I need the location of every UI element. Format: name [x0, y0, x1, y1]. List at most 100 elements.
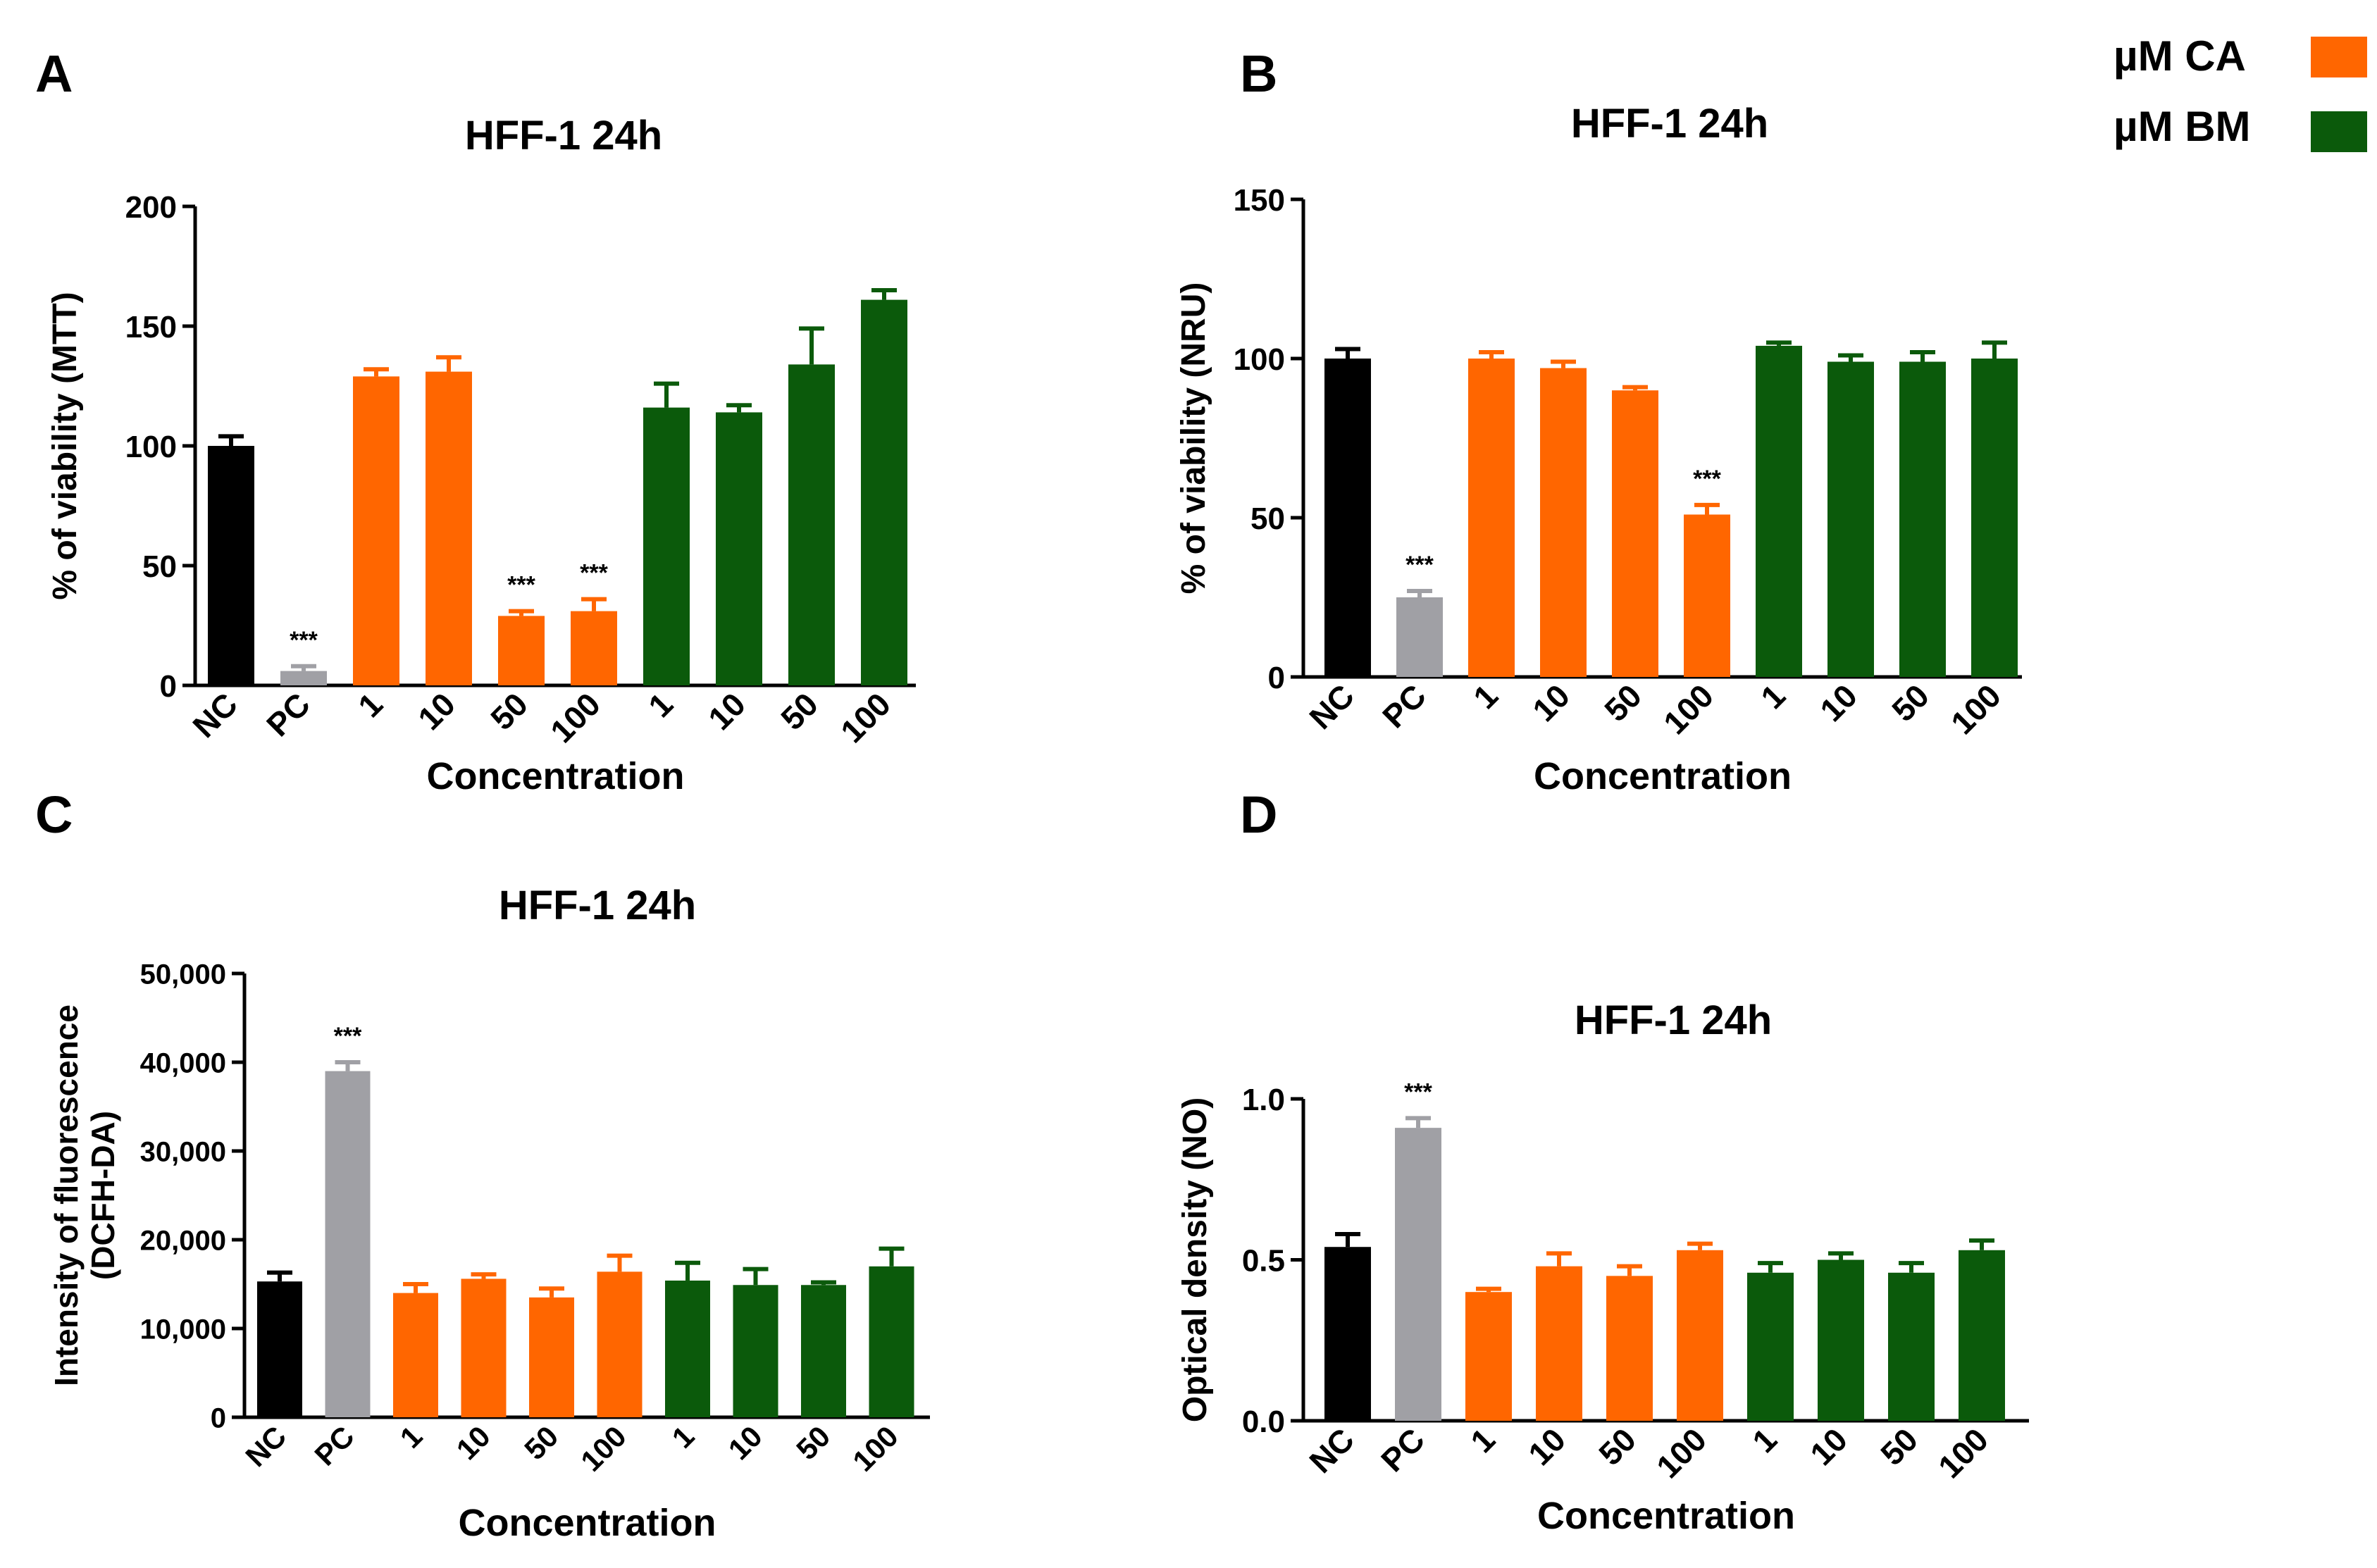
y-tick-label: 10,000 [140, 1314, 226, 1345]
x-tick-label: 50 [774, 685, 825, 737]
y-tick-label: 150 [1234, 183, 1285, 218]
significance-label: *** [290, 627, 318, 654]
x-tick-label: 1 [666, 1419, 701, 1455]
significance-label: *** [507, 572, 535, 599]
bar [643, 407, 690, 685]
x-tick-label: 1 [1754, 677, 1792, 716]
x-tick-label: NC [185, 685, 244, 745]
x-tick-label: 100 [1649, 1421, 1713, 1485]
x-tick-label: 100 [1931, 1421, 1995, 1485]
x-tick-label: 1 [1745, 1421, 1784, 1460]
chart-title: HFF-1 24h [1575, 997, 1772, 1043]
bar [1396, 597, 1443, 677]
bar [1888, 1272, 1935, 1421]
x-tick-label: NC [239, 1419, 292, 1473]
bar [1324, 1247, 1371, 1421]
x-tick-label: 100 [1656, 677, 1720, 741]
significance-label: *** [334, 1023, 362, 1050]
x-tick-label: 1 [351, 685, 390, 724]
x-tick-label: 100 [1944, 677, 2008, 741]
bar [1465, 1292, 1512, 1421]
x-tick-label: 50 [1885, 677, 1936, 728]
bar [665, 1280, 710, 1417]
x-tick-label: 10 [722, 1419, 769, 1466]
x-tick-label: 10 [450, 1419, 497, 1466]
y-axis-label-line: Intensity of fluorescence [48, 1004, 85, 1386]
bar [869, 1266, 914, 1417]
x-tick-label: PC [1375, 677, 1433, 735]
bar [1747, 1272, 1794, 1421]
x-tick-label: 50 [1591, 1421, 1643, 1472]
y-tick-label: 50,000 [140, 959, 226, 990]
bar [716, 412, 762, 685]
bar [571, 611, 617, 685]
bar [1677, 1250, 1723, 1421]
x-tick-label: PC [308, 1419, 361, 1472]
x-tick-label: 50 [518, 1419, 564, 1466]
bar [1468, 359, 1515, 677]
x-tick-label: NC [1302, 1421, 1361, 1480]
legend-swatch-ca [2311, 37, 2367, 77]
panel-letter: A [35, 44, 73, 103]
y-tick-label: 0 [211, 1402, 226, 1433]
x-tick-label: PC [259, 685, 317, 743]
bar [325, 1071, 371, 1417]
x-tick-label: 10 [1521, 1421, 1572, 1472]
bar [1756, 345, 1802, 677]
bar [597, 1271, 643, 1417]
x-tick-label: NC [1302, 677, 1361, 736]
bar [1606, 1276, 1653, 1421]
y-axis-label: Intensity of fluorescence(DCFH-DA) [48, 1004, 121, 1386]
bar [1536, 1266, 1582, 1421]
bar [788, 364, 835, 685]
legend: µM CA µM BM [2114, 32, 2367, 152]
bar [1540, 368, 1587, 677]
x-tick-label: PC [1374, 1421, 1432, 1479]
x-tick-label: 100 [846, 1419, 905, 1478]
y-tick-label: 40,000 [140, 1047, 226, 1078]
bar [1684, 514, 1730, 677]
bar [1324, 359, 1371, 677]
bar [1827, 361, 1874, 677]
panel-d: D HFF-1 24h 0.0 0.5 1.0 Optical density (NO) N… [1177, 785, 2029, 1537]
y-tick-label: 0.5 [1242, 1243, 1285, 1278]
bar [1959, 1250, 2005, 1421]
bar [1899, 361, 1946, 677]
x-axis-label: Concentration [1537, 1495, 1795, 1537]
significance-label: *** [1405, 552, 1434, 578]
bar [257, 1281, 302, 1417]
x-tick-label: 50 [790, 1419, 836, 1466]
y-tick-label: 50 [142, 549, 177, 584]
x-tick-label: 1 [641, 685, 680, 724]
x-tick-label: 100 [833, 685, 898, 749]
bar [353, 376, 399, 685]
bar [801, 1285, 846, 1417]
bar [529, 1297, 574, 1417]
y-tick-label: 0.0 [1242, 1405, 1285, 1439]
panel-letter: C [35, 785, 73, 844]
bar [280, 671, 327, 685]
legend-swatch-bm [2311, 111, 2367, 152]
panel-c: C HFF-1 24h 0 10,000 20,000 30,000 40,000 50,00… [35, 785, 930, 1544]
x-tick-label: 10 [1813, 677, 1864, 728]
x-tick-label: 1 [1466, 677, 1505, 716]
chart-title: HFF-1 24h [499, 883, 696, 928]
y-tick-label: 20,000 [140, 1225, 226, 1256]
y-axis-label: % of viability (NRU) [1175, 282, 1212, 595]
bar [1818, 1259, 1864, 1421]
y-tick-label: 50 [1250, 502, 1285, 536]
x-axis-label: Concentration [1534, 755, 1792, 797]
significance-label: *** [1404, 1078, 1432, 1105]
y-tick-label: 200 [125, 190, 177, 225]
significance-label: *** [1693, 466, 1721, 492]
panel-letter: D [1240, 785, 1277, 844]
y-tick-label: 0 [1268, 661, 1285, 695]
x-tick-label: 100 [574, 1419, 633, 1478]
y-tick-label: 1.0 [1242, 1083, 1285, 1117]
bar [1395, 1128, 1441, 1421]
legend-label-ca: µM CA [2114, 32, 2246, 80]
chart-title: HFF-1 24h [465, 113, 662, 158]
